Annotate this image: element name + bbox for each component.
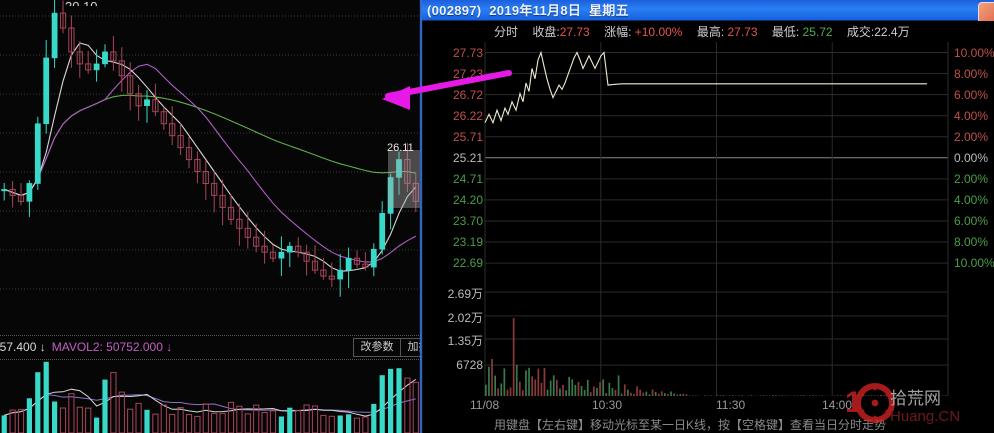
svg-text:Huang.CN: Huang.CN: [890, 408, 960, 425]
